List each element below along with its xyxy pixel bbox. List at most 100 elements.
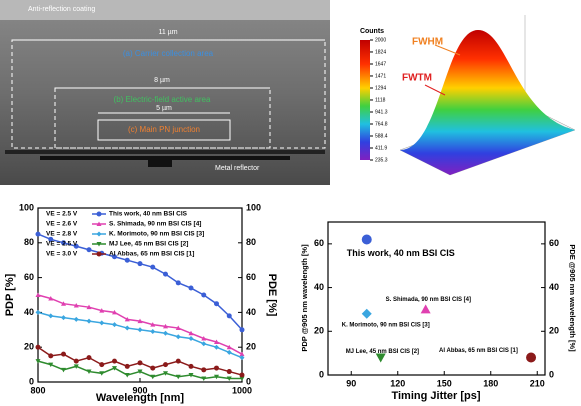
area-a-label: (a) Carrier collection area	[123, 49, 214, 58]
marker	[35, 292, 41, 297]
marker	[150, 365, 156, 371]
legend-label: Al Abbas, 65 nm BSI CIS [1]	[109, 251, 194, 258]
marker	[239, 355, 245, 361]
marker	[61, 351, 66, 357]
coating-layer	[0, 0, 330, 20]
x-tick-label: 120	[390, 378, 405, 388]
marker	[35, 359, 41, 364]
marker	[163, 371, 168, 376]
point-label: S. Shimada, 90 nm BSI CIS [4]	[386, 297, 471, 303]
fwhm-label: FWHM	[412, 37, 443, 48]
area-b-label: (b) Electric-field active area	[114, 95, 211, 104]
point-label: Al Abbas, 65 nm BSI CIS [1]	[439, 348, 518, 354]
marker	[137, 318, 143, 324]
colorbar-tick-label: 2000	[375, 37, 386, 43]
marker	[112, 366, 117, 371]
area-c	[97, 119, 231, 141]
colorbar-tick-label: 235.3	[375, 157, 388, 163]
y-tick-label: 20	[314, 326, 324, 336]
marker	[175, 334, 181, 340]
marker	[73, 364, 79, 369]
marker	[188, 336, 194, 341]
marker	[214, 344, 219, 350]
colorbar-title: Counts	[360, 28, 384, 35]
marker	[86, 355, 92, 361]
legend-label: MJ Lee, 45 nm BSI CIS [2]	[109, 241, 188, 248]
colorbar-tick-label: 941.3	[375, 109, 388, 115]
marker	[188, 363, 194, 369]
point-label: K. Morimoto, 90 nm BSI CIS [3]	[342, 322, 430, 328]
reflector-bar	[40, 156, 290, 160]
y-axis-label: PDP @905 nm wavelength [%]	[300, 244, 309, 352]
x-tick-label: 180	[483, 378, 498, 388]
y2-axis-label: PDE @905 nm wavelength [%]	[568, 244, 577, 352]
marker	[112, 358, 117, 364]
marker	[124, 316, 130, 322]
marker	[163, 330, 168, 336]
colorbar-tick-label: 764.8	[375, 121, 388, 127]
y2-tick-label: 100	[246, 202, 261, 212]
x-tick-label: 900	[132, 385, 147, 395]
y2-tick-label: 0	[549, 369, 554, 379]
reflector-label: Metal reflector	[215, 165, 260, 172]
marker	[48, 313, 54, 319]
x-tick-label: 1000	[232, 385, 252, 395]
marker	[163, 271, 168, 277]
y2-tick-label: 40	[549, 282, 559, 292]
point-label: This work, 40 nm BSI CIS	[347, 248, 455, 258]
marker	[361, 308, 372, 319]
marker	[239, 327, 245, 333]
colorbar-tick-label: 411.9	[375, 145, 387, 151]
metal-bar	[5, 150, 325, 154]
marker	[73, 302, 79, 308]
marker	[48, 295, 54, 301]
x-axis-label: Timing Jitter [ps]	[391, 390, 480, 402]
marker	[226, 349, 232, 355]
marker	[214, 374, 219, 380]
marker	[48, 353, 54, 359]
marker	[526, 352, 537, 363]
marker	[96, 211, 102, 217]
marker	[35, 309, 41, 315]
marker	[163, 323, 168, 329]
legend-voltage: VE = 2.5 V	[46, 211, 78, 218]
marker	[96, 221, 102, 226]
x-tick-label: 90	[346, 378, 356, 388]
coating-label: Anti-reflection coating	[28, 6, 95, 13]
marker	[201, 341, 207, 347]
marker	[201, 336, 207, 341]
colorbar-tick-label: 588.4	[375, 133, 388, 139]
legend-label: K. Morimoto, 90 nm BSI CIS [3]	[109, 231, 204, 238]
fwtm-label: FWTM	[402, 73, 432, 84]
series-line	[37, 233, 243, 331]
surface-peak	[400, 30, 575, 175]
y-tick-label: 20	[24, 342, 34, 352]
marker	[48, 236, 54, 242]
contact	[148, 160, 172, 167]
legend-label: S. Shimada, 90 nm BSI CIS [4]	[109, 221, 201, 228]
marker	[239, 372, 245, 378]
marker	[137, 327, 143, 333]
marker	[150, 264, 156, 270]
marker	[96, 251, 102, 257]
marker	[48, 362, 54, 368]
y2-tick-label: 40	[246, 307, 256, 317]
marker	[226, 313, 232, 319]
y2-tick-label: 20	[549, 326, 559, 336]
marker	[175, 374, 181, 380]
fwtm-arrow	[424, 84, 446, 96]
colorbar-tick-label: 1294	[375, 85, 386, 91]
legend-voltage: VE = 3.0 V	[46, 251, 78, 258]
marker	[137, 369, 143, 375]
marker	[61, 315, 66, 321]
line-chart: 800 900 1000020406080100020406080100Wavele…	[4, 202, 278, 404]
marker	[150, 329, 156, 335]
legend-voltage: VE = 2.5 V	[46, 241, 78, 248]
y-tick-label: 80	[24, 237, 34, 247]
marker	[163, 362, 168, 368]
marker	[112, 322, 117, 328]
y-tick-label: 60	[24, 272, 34, 282]
point-label: MJ Lee, 45 nm BSI CIS [2]	[346, 349, 419, 355]
marker	[420, 304, 431, 314]
